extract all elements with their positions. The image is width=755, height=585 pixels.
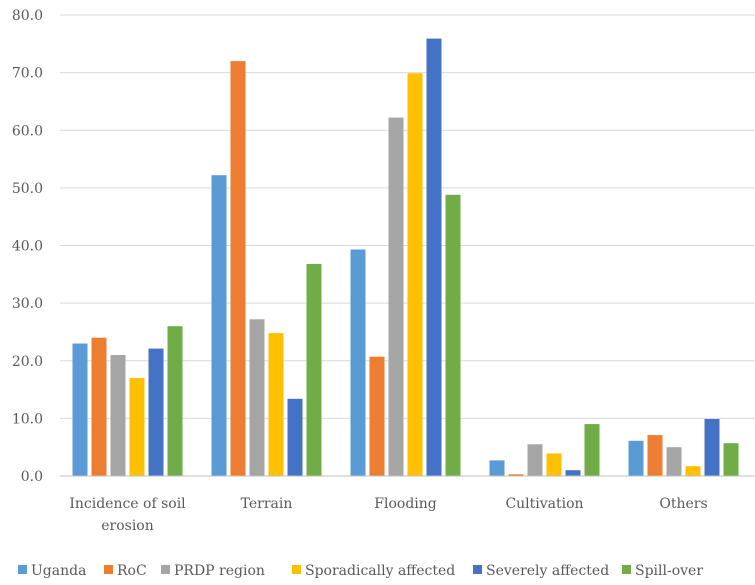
legend-swatch [473, 565, 482, 574]
bar [508, 474, 524, 476]
y-tick-label: 30.0 [12, 296, 43, 312]
bar [287, 398, 303, 476]
bar [369, 356, 385, 476]
bar [407, 73, 423, 476]
bar [489, 460, 505, 476]
bar [167, 326, 183, 476]
bar [72, 343, 88, 476]
legend-label: Spill-over [635, 563, 703, 579]
legend-label: Sporadically affected [305, 563, 455, 579]
legend-item: Sporadically affected [292, 563, 455, 579]
bar [704, 419, 720, 476]
x-category-label-line: Flooding [374, 496, 437, 512]
bar [350, 249, 366, 476]
y-tick-label: 70.0 [12, 66, 43, 82]
bar [565, 470, 581, 476]
bar [666, 447, 682, 476]
legend-item: Uganda [18, 563, 86, 579]
y-axis-tick-labels: 0.0 10.0 20.0 30.0 40.0 50.0 60.0 70.0 80.0 [12, 8, 43, 485]
x-category-label: Flooding [374, 496, 437, 512]
bar [110, 355, 126, 476]
bar [723, 443, 739, 476]
y-tick-label: 50.0 [12, 181, 43, 197]
legend-item: Spill-over [622, 563, 703, 579]
y-tick-label: 60.0 [12, 123, 43, 139]
bar [647, 435, 663, 476]
bar [685, 466, 701, 476]
x-category-label-line: Cultivation [505, 496, 583, 512]
x-category-label: Others [659, 496, 707, 512]
legend-item: Severely affected [473, 563, 609, 579]
legend-label: Severely affected [486, 563, 609, 579]
bar [211, 175, 227, 476]
bar [426, 38, 442, 476]
bar [230, 61, 246, 476]
bar [628, 440, 644, 476]
bar [445, 194, 461, 477]
bar [148, 348, 164, 476]
legend-item: RoC [104, 563, 147, 579]
x-category-label-line: Terrain [241, 496, 293, 512]
y-tick-label: 80.0 [12, 8, 43, 24]
x-axis: Incidence of soil erosion Terrain Flooding C… [60, 475, 755, 534]
legend-item: PRDP region [161, 563, 265, 579]
bar [249, 319, 265, 476]
bar [388, 117, 404, 476]
y-tick-label: 40.0 [12, 239, 43, 255]
x-category-label-line: Others [659, 496, 707, 512]
legend-swatch [292, 565, 301, 574]
y-tick-label: 20.0 [12, 354, 43, 370]
bars [72, 38, 739, 477]
legend-label: PRDP region [174, 563, 265, 579]
legend-swatch [104, 565, 113, 574]
legend-swatch [18, 565, 27, 574]
bar [91, 337, 107, 476]
x-category-label: Incidence of soil erosion [69, 496, 186, 534]
x-category-label: Cultivation [505, 496, 583, 512]
legend-swatch [622, 565, 631, 574]
legend-label: Uganda [31, 563, 86, 579]
x-category-label-line: erosion [101, 518, 154, 534]
bar [129, 378, 145, 476]
x-category-label-line: Incidence of soil [69, 496, 186, 512]
bar [306, 263, 322, 476]
bar [268, 333, 284, 476]
y-tick-label: 0.0 [21, 469, 43, 485]
bar [546, 453, 562, 476]
bar [527, 444, 543, 476]
legend-label: RoC [117, 563, 147, 579]
y-tick-label: 10.0 [12, 411, 43, 427]
x-category-label: Terrain [241, 496, 293, 512]
bar [584, 424, 600, 476]
legend-swatch [161, 565, 170, 574]
legend: Uganda RoC PRDP region Sporadically affecte… [18, 563, 703, 579]
